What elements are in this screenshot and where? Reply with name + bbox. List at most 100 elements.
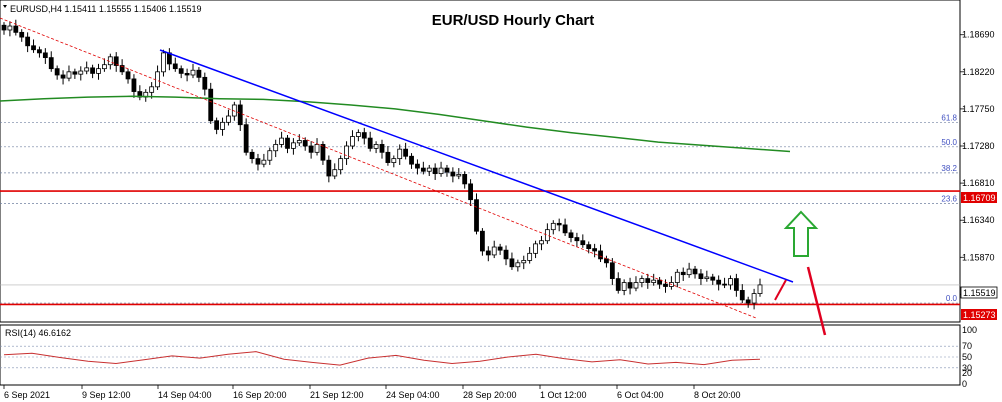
candle-body: [627, 282, 633, 289]
candle-body: [190, 69, 196, 76]
candle: [379, 139, 385, 159]
x-tick-label: 24 Sep 04:00: [386, 390, 440, 400]
candle: [521, 255, 527, 270]
candle-body: [72, 71, 78, 75]
candle: [196, 67, 202, 83]
fib-levels: 61.8 50.0 38.2 23.6 0.0: [0, 113, 960, 304]
candle-body: [208, 88, 214, 122]
candle: [66, 65, 72, 82]
candle-body: [722, 283, 727, 286]
rsi-tick-label: 100: [962, 325, 977, 335]
y-tick-label: 1.18690: [962, 30, 995, 40]
x-tick-label: 6 Sep 2021: [4, 390, 50, 400]
candle-body: [361, 132, 367, 139]
candle-body: [403, 148, 409, 157]
candle: [190, 63, 196, 79]
candle-body: [172, 63, 178, 70]
candle: [220, 117, 225, 136]
candle-body: [415, 163, 420, 169]
candle-body: [37, 49, 42, 54]
candle-body: [1, 24, 7, 31]
candle: [651, 273, 657, 286]
candle-body: [131, 78, 137, 92]
candle: [420, 161, 426, 175]
candle: [314, 138, 320, 156]
candle-body: [515, 262, 521, 268]
candle: [54, 65, 60, 80]
candle: [84, 61, 90, 75]
candle: [119, 59, 125, 75]
support-price-label: 1.15273: [963, 310, 996, 320]
candle-body: [249, 151, 255, 160]
candle-body: [645, 278, 651, 283]
candle-body: [639, 278, 645, 283]
candle-body: [521, 260, 527, 264]
fib-label: 23.6: [941, 195, 957, 204]
x-tick-label: 1 Oct 12:00: [540, 390, 587, 400]
candle-body: [178, 68, 184, 74]
candle-body: [273, 144, 279, 152]
x-tick-label: 14 Sep 04:00: [158, 390, 212, 400]
candle-body: [332, 169, 338, 177]
candle: [184, 68, 190, 82]
candle-body: [96, 68, 101, 74]
candle: [692, 265, 698, 279]
candle: [202, 72, 208, 96]
candle: [25, 32, 31, 53]
resistance-price-label: 1.16709: [963, 193, 996, 203]
candle-body: [480, 230, 485, 252]
candle: [539, 235, 544, 251]
candle: [533, 240, 538, 259]
candle-body: [54, 68, 60, 76]
candle: [332, 163, 338, 180]
candle: [90, 64, 95, 79]
candle-body: [698, 273, 704, 279]
candle: [698, 269, 704, 285]
candle-body: [161, 52, 166, 73]
candle-body: [31, 45, 36, 51]
x-tick-label: 21 Sep 12:00: [310, 390, 364, 400]
dropdown-triangle-icon: [3, 5, 7, 8]
candle-body: [320, 144, 326, 161]
bearish-trend-line: [159, 49, 794, 283]
candle: [574, 232, 580, 248]
candle: [291, 138, 296, 155]
rsi-tick-label: 0: [962, 379, 967, 389]
candle: [598, 244, 603, 263]
candle-body: [255, 158, 261, 165]
rsi-label: RSI(14) 46.6162: [5, 328, 71, 338]
candlesticks: [1, 19, 763, 310]
candle-body: [102, 64, 107, 70]
candle-body: [444, 167, 450, 173]
candle: [485, 246, 491, 262]
candle-body: [657, 279, 662, 285]
candle: [663, 279, 668, 293]
candle: [125, 68, 131, 84]
current-price-label: 1.15519: [963, 288, 996, 298]
rsi-tick-label: 30: [962, 363, 972, 373]
candle: [456, 168, 462, 180]
candle: [42, 48, 48, 64]
candle-body: [474, 199, 479, 232]
candle: [285, 134, 290, 154]
candle: [72, 68, 78, 79]
fib-label: 0.0: [946, 294, 958, 303]
rsi-line: [3, 351, 761, 366]
candle: [497, 243, 503, 255]
candle-body: [539, 240, 544, 245]
candle-body: [745, 299, 751, 304]
candle-body: [314, 144, 320, 153]
candle: [279, 131, 284, 148]
candle: [627, 277, 633, 295]
candle-body: [598, 250, 603, 260]
y-tick-label: 1.15870: [962, 252, 995, 262]
x-tick-label: 6 Oct 04:00: [617, 390, 664, 400]
candle: [149, 82, 155, 99]
x-tick-label: 28 Sep 20:00: [463, 390, 517, 400]
candle: [161, 49, 166, 77]
candle-body: [338, 158, 344, 171]
candle-body: [113, 56, 119, 66]
candle: [462, 171, 468, 189]
x-tick-label: 9 Sep 12:00: [82, 390, 131, 400]
